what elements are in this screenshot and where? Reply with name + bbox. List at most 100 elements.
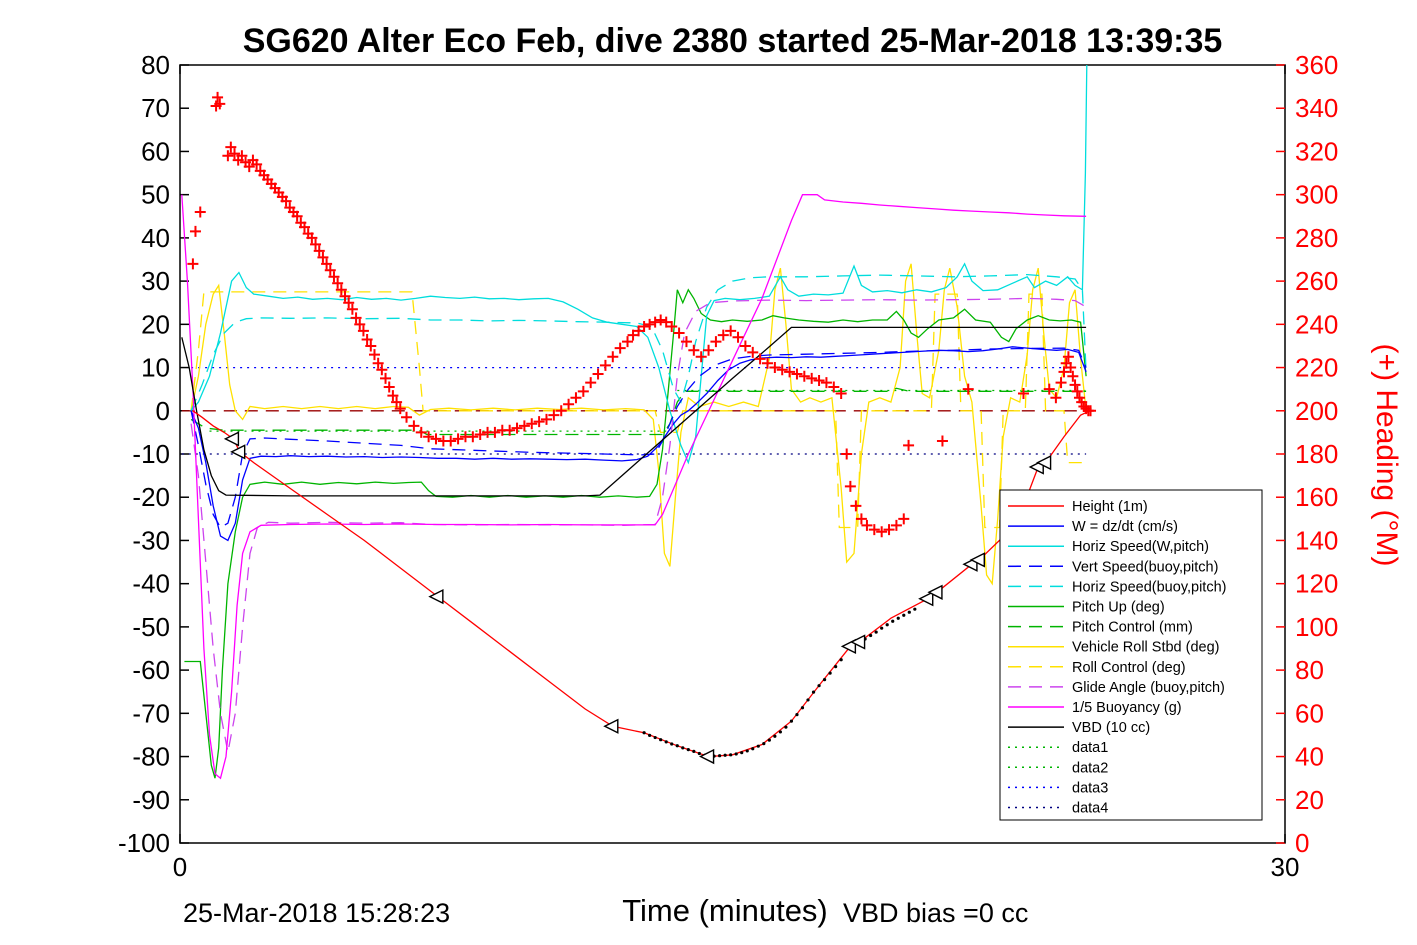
left-tick-label: -90 bbox=[132, 785, 170, 815]
marker-plus bbox=[415, 426, 427, 438]
right-tick-label: 120 bbox=[1295, 569, 1338, 599]
marker-triangle-left bbox=[603, 718, 619, 734]
marker-dot bbox=[664, 740, 668, 744]
legend-box bbox=[999, 489, 1263, 821]
marker-plus bbox=[365, 340, 377, 352]
marker-dot bbox=[896, 616, 900, 620]
marker-dot bbox=[718, 754, 722, 758]
left-tick-label: 50 bbox=[141, 180, 170, 210]
legend-label: Height (1m) bbox=[1072, 499, 1148, 515]
marker-plus bbox=[660, 316, 672, 328]
legend-label: Vert Speed(buoy,pitch) bbox=[1072, 559, 1218, 575]
marker-plus bbox=[754, 353, 766, 365]
legend-label: Horiz Speed(buoy,pitch) bbox=[1072, 579, 1226, 595]
marker-plus bbox=[467, 431, 479, 443]
marker-dot bbox=[795, 713, 799, 717]
marker-dot bbox=[675, 744, 679, 748]
marker-plus bbox=[445, 435, 457, 447]
marker-plus bbox=[710, 336, 722, 348]
marker-plus bbox=[835, 387, 847, 399]
marker-plus bbox=[861, 519, 873, 531]
marker-plus bbox=[321, 258, 333, 270]
left-tick-label: 70 bbox=[141, 93, 170, 123]
right-tick-label: 300 bbox=[1295, 180, 1338, 210]
marker-dot bbox=[756, 744, 760, 748]
marker-plus bbox=[555, 405, 567, 417]
marker-plus bbox=[423, 431, 435, 443]
marker-plus bbox=[876, 526, 888, 538]
marker-plus bbox=[452, 433, 464, 445]
left-tick-label: 80 bbox=[141, 50, 170, 80]
marker-dot bbox=[784, 725, 788, 729]
marker-plus bbox=[898, 513, 910, 525]
marker-plus bbox=[725, 325, 737, 337]
legend-label: data2 bbox=[1072, 760, 1108, 776]
marker-plus bbox=[577, 385, 589, 397]
marker-dot bbox=[653, 735, 657, 740]
marker-dot bbox=[740, 751, 744, 755]
right-tick-label: 0 bbox=[1295, 828, 1309, 858]
marker-plus bbox=[229, 148, 241, 160]
marker-plus bbox=[236, 150, 248, 162]
right-tick-label: 100 bbox=[1295, 612, 1338, 642]
left-tick-label: -30 bbox=[132, 525, 170, 555]
marker-plus bbox=[298, 221, 310, 233]
series-roll-control bbox=[190, 291, 1087, 529]
marker-plus bbox=[526, 418, 538, 430]
marker-plus bbox=[343, 297, 355, 309]
right-tick-label: 280 bbox=[1295, 223, 1338, 253]
marker-plus bbox=[1067, 370, 1079, 382]
marker-plus bbox=[644, 318, 656, 330]
marker-plus bbox=[962, 383, 974, 395]
series-vehicle-roll bbox=[190, 263, 1087, 586]
marker-dot bbox=[834, 665, 838, 669]
left-tick-label: -10 bbox=[132, 439, 170, 469]
marker-dot bbox=[729, 753, 733, 757]
marker-plus bbox=[251, 158, 263, 170]
legend-label: VBD (10 cc) bbox=[1072, 720, 1150, 736]
marker-triangle-left bbox=[428, 589, 444, 605]
marker-dot bbox=[902, 613, 906, 617]
marker-plus bbox=[222, 150, 234, 162]
marker-dot bbox=[751, 747, 755, 751]
marker-plus bbox=[649, 316, 661, 328]
legend-label: data3 bbox=[1072, 780, 1108, 796]
marker-plus bbox=[673, 327, 685, 339]
marker-plus bbox=[504, 424, 516, 436]
marker-plus bbox=[387, 390, 399, 402]
marker-plus bbox=[607, 351, 619, 363]
marker-triangle-left bbox=[1036, 455, 1052, 471]
marker-plus bbox=[368, 349, 380, 361]
legend-label: W = dz/dt (cm/s) bbox=[1072, 519, 1178, 535]
series-w-dzdt bbox=[190, 346, 1087, 542]
marker-plus bbox=[187, 258, 199, 270]
marker-plus bbox=[332, 277, 344, 289]
marker-plus bbox=[732, 331, 744, 343]
marker-plus bbox=[339, 290, 351, 302]
marker-plus bbox=[324, 264, 336, 276]
x-tick-label: 0 bbox=[173, 852, 187, 882]
marker-plus bbox=[844, 480, 856, 492]
marker-plus bbox=[890, 519, 902, 531]
marker-plus bbox=[614, 342, 626, 354]
right-tick-label: 160 bbox=[1295, 482, 1338, 512]
marker-plus bbox=[633, 325, 645, 337]
right-tick-label: 260 bbox=[1295, 266, 1338, 296]
marker-dot bbox=[745, 749, 749, 753]
marker-dot bbox=[789, 719, 794, 723]
marker-plus bbox=[489, 426, 501, 438]
marker-plus bbox=[430, 433, 442, 445]
right-axis-label: (+) Heading (°M) bbox=[1370, 343, 1403, 567]
series-buoyancy bbox=[181, 194, 1087, 780]
left-tick-label: 20 bbox=[141, 309, 170, 339]
right-tick-label: 20 bbox=[1295, 785, 1324, 815]
marker-plus bbox=[401, 411, 413, 423]
marker-dot bbox=[800, 706, 805, 710]
marker-plus bbox=[189, 225, 201, 237]
left-tick-label: -40 bbox=[132, 569, 170, 599]
right-tick-label: 40 bbox=[1295, 742, 1324, 772]
series-horiz-speed-buoy bbox=[190, 273, 1087, 412]
marker-plus bbox=[739, 340, 751, 352]
marker-plus bbox=[688, 344, 700, 356]
